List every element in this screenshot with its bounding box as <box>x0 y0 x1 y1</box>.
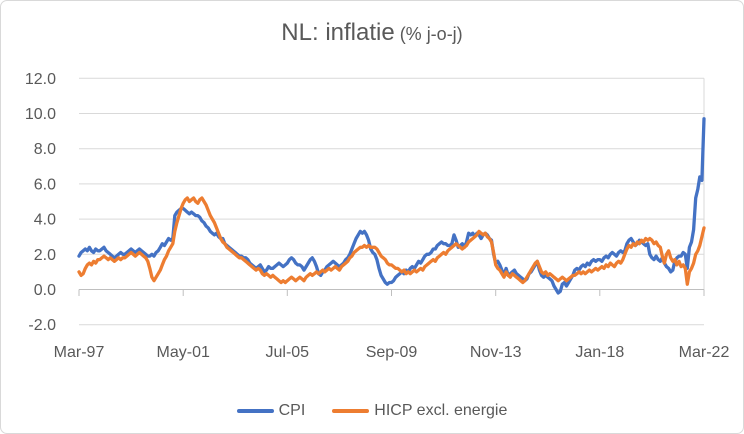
chart-title-sub: (% j-o-j) <box>399 24 463 44</box>
y-axis-tick-label: 6.0 <box>34 176 56 193</box>
y-axis-tick-label: 12.0 <box>25 71 56 88</box>
cpi-legend-label: CPI <box>278 402 306 419</box>
x-axis-tick-label: Sep-09 <box>366 344 418 361</box>
cpi-line <box>77 117 706 295</box>
x-axis-tick-label: May-01 <box>157 344 210 361</box>
chart-legend: CPI HICP excl. energie <box>1 402 743 420</box>
chart-title-main: NL: inflatie <box>281 19 395 46</box>
y-axis-tick-label: 8.0 <box>34 141 56 158</box>
x-axis-tick-label: Mar-97 <box>54 344 105 361</box>
x-axis-tick-label: Jul-05 <box>266 344 310 361</box>
y-axis-tick-label: 2.0 <box>34 247 56 264</box>
hicp-legend-label: HICP excl. energie <box>374 402 508 419</box>
y-axis-tick-label: 4.0 <box>34 212 56 229</box>
y-axis-tick-label: 0.0 <box>34 282 56 299</box>
x-axis-tick-label: Nov-13 <box>470 344 522 361</box>
hicp-excl-energie-line <box>77 196 706 286</box>
cpi-legend-swatch <box>236 409 274 413</box>
legend-item-cpi: CPI <box>236 402 306 420</box>
x-axis-tick-label: Jan-18 <box>575 344 624 361</box>
y-axis-tick-label: -2.0 <box>28 317 56 334</box>
y-axis-tick-label: 10.0 <box>25 106 56 123</box>
x-axis-tick-label: Mar-22 <box>679 344 730 361</box>
legend-item-hicp: HICP excl. energie <box>332 402 507 420</box>
hicp-legend-swatch <box>332 409 370 413</box>
chart-title: NL: inflatie (% j-o-j) <box>1 20 743 47</box>
